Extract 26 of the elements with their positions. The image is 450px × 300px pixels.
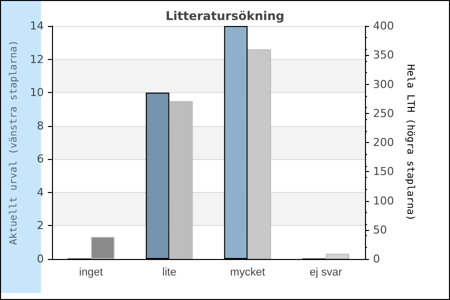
y-tick-label: 14 (30, 20, 44, 32)
y-tick-label: 2 (36, 219, 44, 232)
x-tick-label: mycket (230, 266, 266, 278)
y2-tick-label: 150 (373, 165, 394, 178)
y2-tick-label: 250 (373, 106, 394, 120)
y-axis-title: Aktuellt urval (vänstra staplarna) (8, 40, 20, 245)
x-tick-label: lite (162, 266, 176, 278)
y2-tick-label: 0 (373, 252, 380, 266)
y2-tick-label: 300 (373, 78, 394, 91)
y2-tick-label: 200 (373, 136, 394, 149)
y2-tick-label: 350 (373, 48, 394, 62)
chart-title: Litteratursökning (166, 9, 284, 23)
y-tick-label: 6 (36, 152, 44, 166)
y-tick-label: 0 (36, 252, 44, 266)
y2-tick-label: 50 (373, 223, 387, 236)
y-tick-label: 8 (36, 119, 44, 132)
bar (91, 236, 115, 259)
x-tick-label: inget (79, 266, 103, 278)
y2-tick-label: 100 (373, 194, 394, 208)
x-tick-label: ej svar (310, 266, 342, 278)
y-tick-label: 4 (36, 186, 44, 199)
y-tick-label: 12 (30, 52, 44, 66)
y-tick-label: 10 (30, 86, 44, 100)
y2-axis-title: Hela LTH (högra staplarna) (404, 64, 416, 221)
bar (326, 254, 350, 259)
y2-tick-label: 400 (373, 20, 394, 32)
